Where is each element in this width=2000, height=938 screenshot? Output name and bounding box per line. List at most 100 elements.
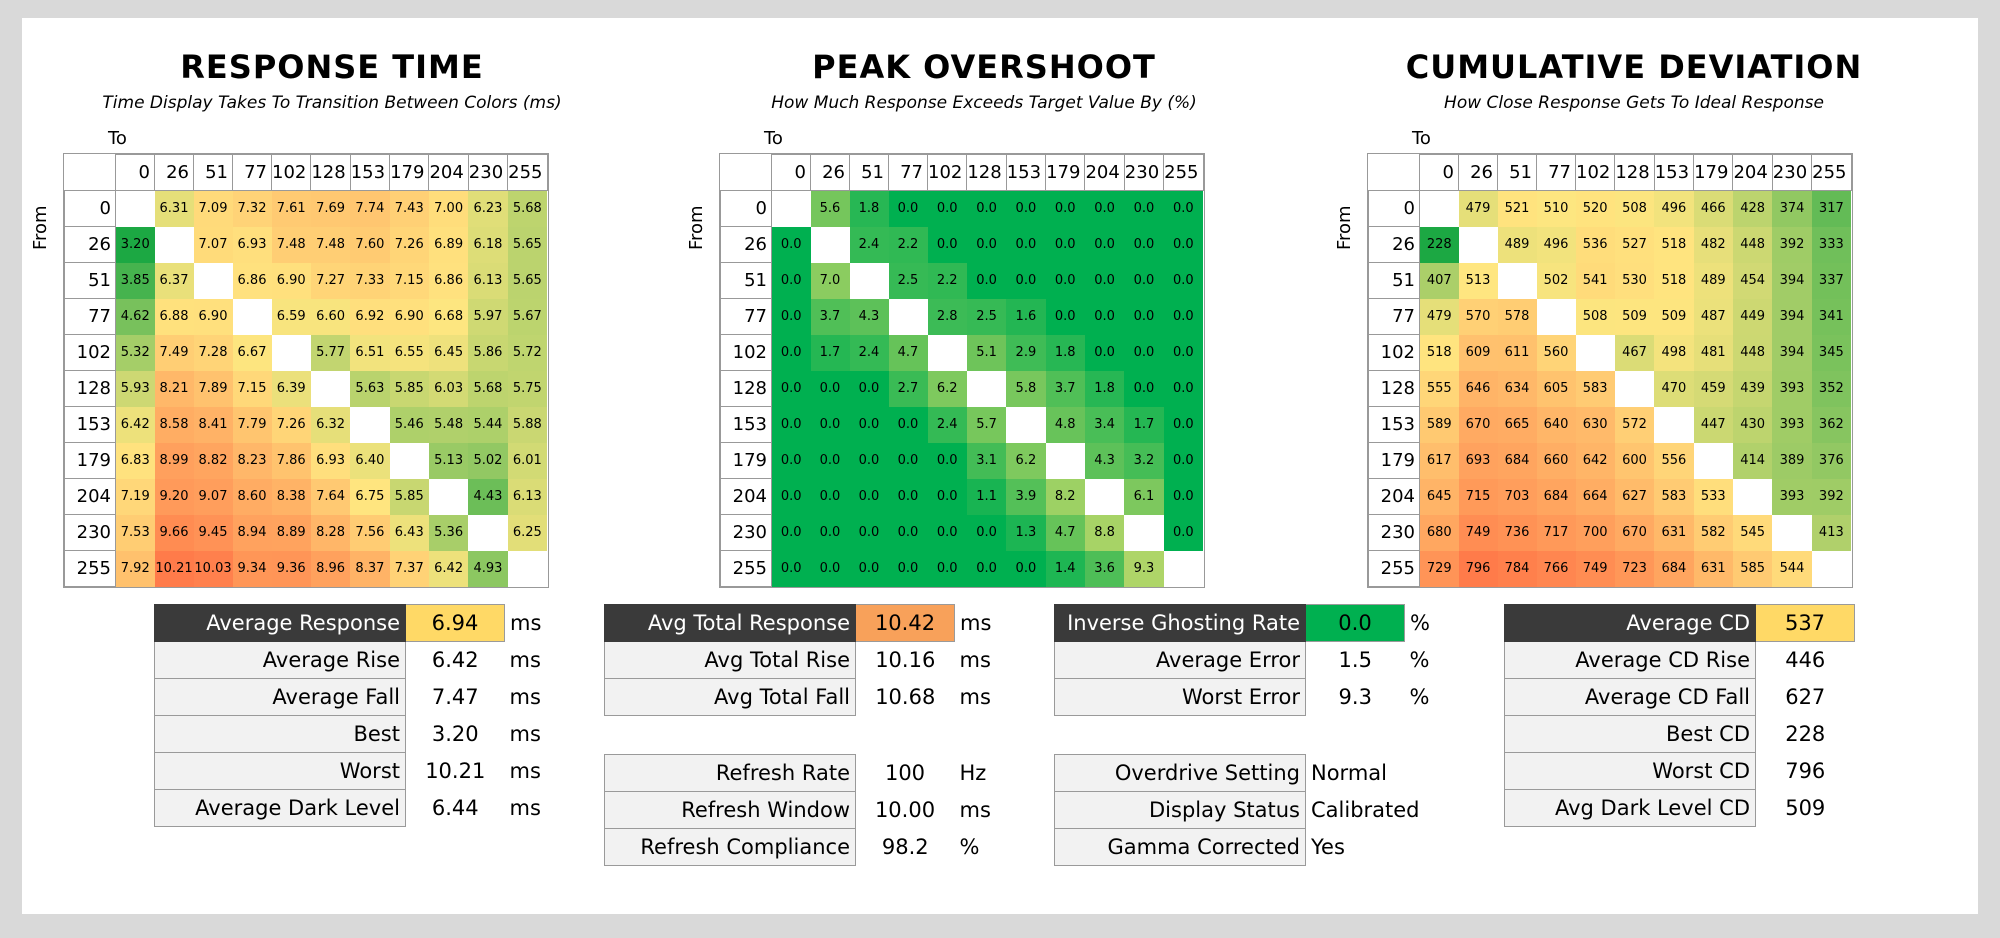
heatmap-row: 230 680 749 736 717 700 670 631 582 545 413 [1368,514,1852,551]
heatmap-cell: 736 [1497,514,1537,551]
to-tick-label: 26 [1458,154,1498,191]
heatmap-cell: 2.4 [849,334,889,371]
heatmap-cell: 4.93 [468,550,508,587]
from-tick-label: 255 [64,550,116,587]
from-tick-label: 77 [64,298,116,335]
refresh-stats-table: Refresh Rate 100 Hz Refresh Window 10.00 ms Re… [604,754,1005,866]
heatmap-cell: 2.5 [966,298,1007,335]
heatmap-cell: 640 [1536,406,1576,443]
stat-row: Display Status Calibrated [1054,791,1497,829]
heatmap-cell: 479 [1419,298,1459,335]
heatmap-cell: 9.07 [193,478,233,515]
heatmap-cell: 7.48 [271,226,311,263]
heatmap-cell: 393 [1772,370,1812,407]
heatmap-cell: 2.9 [1006,334,1046,371]
stat-label: Avg Total Fall [604,678,856,716]
heatmap-row: 204 0.0 0.0 0.0 0.0 0.0 1.1 3.9 8.2 6.1 0.0 [720,478,1204,515]
to-tick-label: 0 [771,154,811,191]
heatmap-row: 77 0.0 3.7 4.3 2.8 2.5 1.6 0.0 0.0 0.0 0.0 [720,298,1204,335]
stat-value: 509 [1785,796,1826,820]
stat-unit: ms [959,798,991,822]
stat-value: 6.94 [405,604,505,642]
heatmap-cell: 7.07 [193,226,233,263]
heatmap-cell: 6.39 [271,370,311,407]
heatmap-cell: 8.2 [1045,478,1085,515]
stat-unit: % [1409,685,1430,709]
stat-label: Worst Error [1054,678,1306,716]
heatmap-cell: 609 [1458,334,1498,371]
stat-row: Inverse Ghosting Rate 0.0% [1054,604,1456,642]
heatmap-row: 179 6.83 8.99 8.82 8.23 7.86 6.93 6.40 5.13 5.02 6… [64,442,548,479]
heatmap-cell: 439 [1732,370,1773,407]
from-tick-label: 51 [1368,262,1420,299]
heatmap-cell: 6.93 [310,442,351,479]
heatmap-cell: 1.4 [1045,550,1085,587]
heatmap-cell: 7.37 [389,550,429,587]
heatmap-row: 128 5.93 8.21 7.89 7.15 6.39 5.63 5.85 6.03 5.68 5… [64,370,548,407]
stat-value: 627 [1785,685,1826,709]
heatmap-row: 204 7.19 9.20 9.07 8.60 8.38 7.64 6.75 5.85 4.43 6… [64,478,548,515]
peak-overshoot-panel: PEAK OVERSHOOT How Much Response Exceeds… [674,18,1294,588]
heatmap-cell: 3.6 [1084,550,1125,587]
heatmap-cell: 5.13 [428,442,469,479]
stat-row: Average Fall 7.47 ms [154,678,556,716]
stat-unit [1447,755,1497,792]
stat-value: 10.42 [855,604,955,642]
heatmap-cell: 0.0 [1124,190,1164,227]
stat-value: 10.16 [875,648,936,673]
heatmap-cell: 6.37 [154,262,194,299]
heatmap-cell: 5.97 [468,298,508,335]
heatmap-cell: 560 [1536,334,1576,371]
stat-label: Average Response [154,604,406,642]
to-tick-label: 179 [1693,154,1734,191]
from-axis-label: From [1334,205,1355,250]
heatmap-cell: 0.0 [1124,262,1164,299]
heatmap-cell: 459 [1693,370,1733,407]
heatmap-cell: 7.26 [389,226,429,263]
heatmap-cell: 7.27 [310,262,351,299]
heatmap-cell: 0.0 [849,550,889,587]
heatmap-row: 102 5.32 7.49 7.28 6.67 5.77 6.51 6.55 6.45 5.86 5… [64,334,548,371]
heatmap-cell: 3.7 [810,298,850,335]
heatmap-row: 102 518 609 611 560 467 498 481 448 394 345 [1368,334,1852,371]
heatmap-cell: 448 [1732,334,1773,371]
heatmap-cell: 392 [1772,226,1812,263]
heatmap-cell: 0.0 [771,442,811,479]
stat-unit: % [959,835,980,859]
heatmap-cell: 8.89 [271,514,311,551]
stat-row: Gamma Corrected Yes [1054,828,1497,866]
to-tick-label: 230 [1771,154,1813,191]
from-tick-label: 26 [720,226,772,263]
heatmap-cell: 670 [1458,406,1498,443]
heatmap-cell [389,442,429,479]
heatmap-cell: 413 [1811,514,1852,551]
heatmap-cell: 518 [1654,262,1694,299]
heatmap-cell: 481 [1693,334,1733,371]
heatmap-cell: 8.96 [310,550,351,587]
cumulative-deviation-subtitle: How Close Response Gets To Ideal Respons… [1444,93,1824,113]
from-tick-label: 230 [1368,514,1420,551]
heatmap-cell: 5.77 [310,334,351,371]
stat-value: Calibrated [1311,798,1420,822]
heatmap-cell: 1.7 [1124,406,1164,443]
heatmap-cell: 2.4 [927,406,967,443]
heatmap-cell: 376 [1811,442,1852,479]
heatmap-cell: 8.60 [232,478,272,515]
heatmap-cell: 631 [1693,550,1733,587]
heatmap-cell: 389 [1772,442,1812,479]
heatmap-cell: 0.0 [849,514,889,551]
heatmap-cell: 784 [1497,550,1537,587]
heatmap-cell: 0.0 [888,190,928,227]
heatmap-cell: 508 [1575,298,1615,335]
heatmap-cell: 630 [1575,406,1615,443]
heatmap-cell: 0.0 [1124,334,1164,371]
heatmap-row: 51 407 513 502 541 530 518 489 454 394 337 [1368,262,1852,299]
stat-label: Average Dark Level [154,789,406,827]
heatmap-cell: 2.7 [888,370,928,407]
heatmap-cell [428,478,469,515]
heatmap-row: 179 0.0 0.0 0.0 0.0 0.0 3.1 6.2 4.3 3.2 0.0 [720,442,1204,479]
heatmap-cell: 467 [1614,334,1655,371]
heatmap-cell: 6.03 [428,370,469,407]
heatmap-cell: 8.23 [232,442,272,479]
heatmap-cell: 605 [1536,370,1576,407]
